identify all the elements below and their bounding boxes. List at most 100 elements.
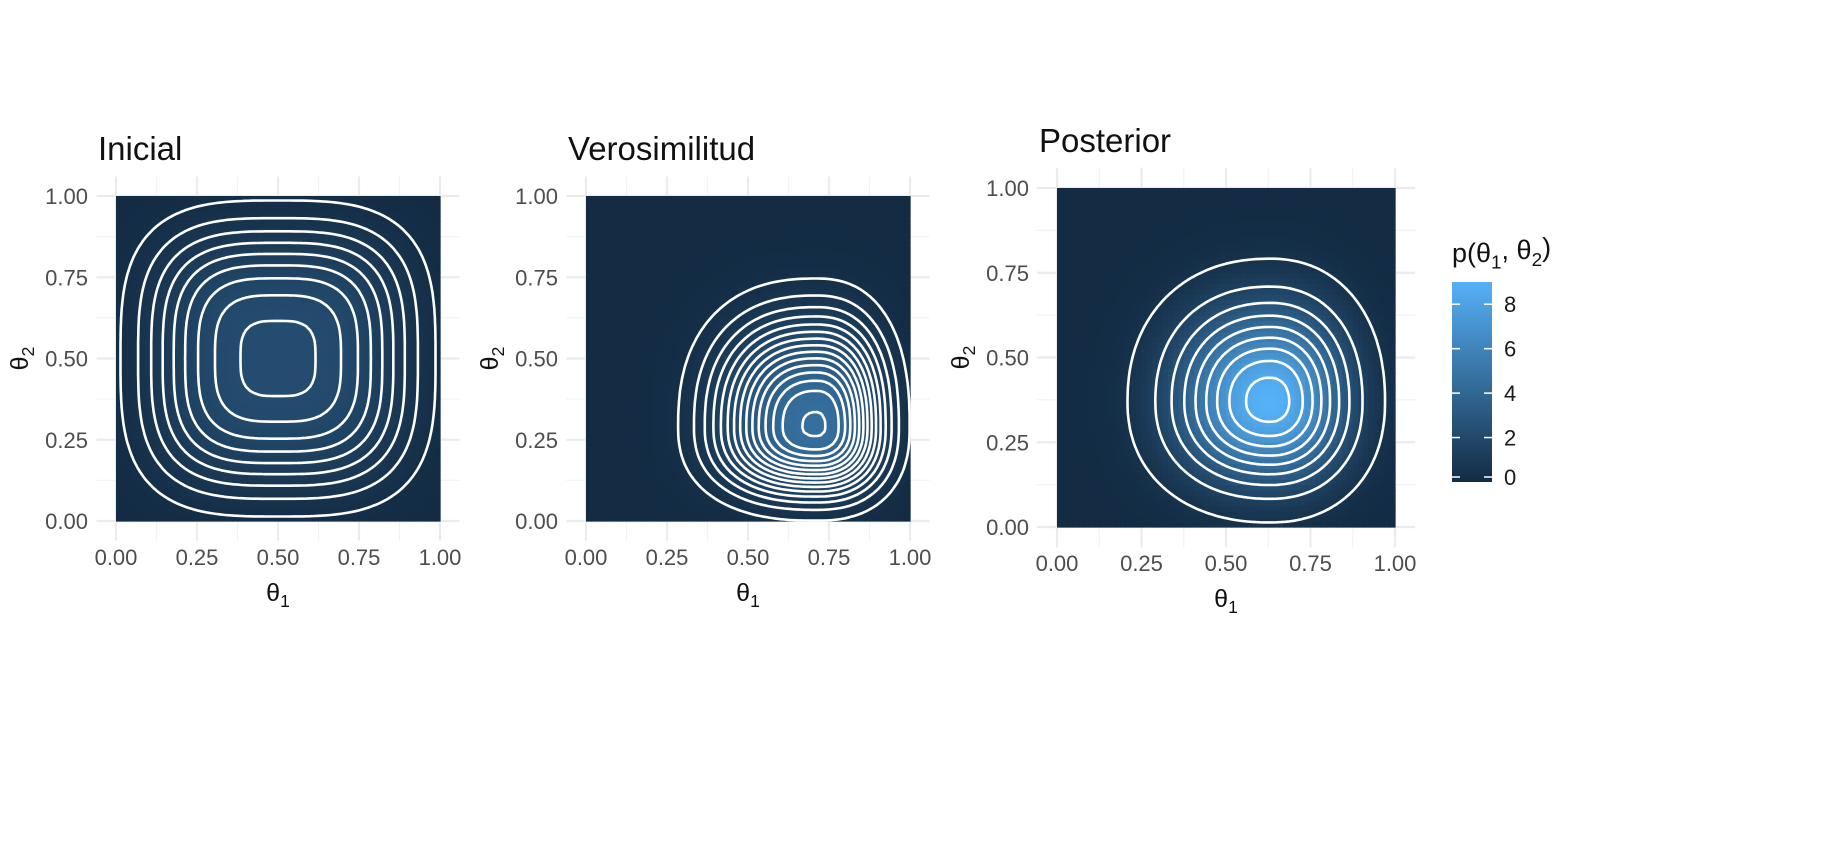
density-cell [176, 246, 183, 253]
density-cell [409, 196, 416, 202]
density-cell [136, 485, 142, 492]
density-cell [171, 292, 178, 299]
density-cell [222, 221, 228, 228]
density-cell [293, 322, 299, 329]
density-cell [161, 206, 168, 212]
density-cell [359, 236, 365, 243]
density-cell [212, 490, 218, 497]
density-cell [217, 383, 223, 390]
density-cell [424, 424, 431, 431]
density-cell [389, 409, 396, 415]
density-cell [667, 500, 673, 507]
density-cell [262, 312, 269, 319]
density-cell [333, 307, 340, 314]
density-cell [293, 475, 299, 481]
density-cell [116, 429, 122, 436]
density-cell [293, 287, 299, 294]
density-cell [328, 424, 335, 431]
density-cell [434, 465, 441, 471]
density-cell [222, 256, 228, 263]
density-cell [116, 236, 122, 243]
density-cell [161, 241, 168, 248]
density-cell [176, 322, 183, 329]
density-cell [429, 312, 436, 319]
density-cell [353, 262, 360, 268]
density-cell [328, 439, 335, 446]
density-cell [191, 434, 198, 441]
density-cell [288, 424, 294, 431]
density-cell [136, 470, 142, 476]
density-cell [227, 475, 234, 481]
density-cell [202, 272, 208, 278]
density-cell [434, 505, 441, 512]
density-cell [156, 414, 163, 421]
density-cell [904, 490, 911, 497]
density-cell [293, 302, 299, 309]
density-cell [889, 505, 896, 512]
density-cell [126, 399, 132, 405]
density-cell [364, 490, 370, 497]
density-cell [257, 221, 264, 228]
density-cell [176, 378, 183, 385]
density-cell [141, 490, 147, 497]
density-cell [338, 505, 345, 512]
density-cell [121, 317, 127, 324]
density-cell [616, 460, 623, 466]
density-cell [288, 475, 294, 481]
density-cell [293, 505, 299, 512]
density-cell [359, 226, 365, 233]
density-cell [661, 485, 668, 492]
density-cell [262, 475, 269, 481]
density-cell [207, 394, 213, 400]
density-cell [712, 515, 719, 522]
density-cell [374, 424, 380, 431]
density-cell [434, 246, 441, 253]
density-cell [288, 353, 294, 360]
density-cell [146, 515, 153, 522]
density-cell [272, 312, 279, 319]
density-cell [364, 465, 370, 471]
density-cell [288, 343, 294, 349]
density-cell [343, 475, 350, 481]
density-cell [242, 201, 249, 207]
density-cell [369, 414, 375, 421]
density-cell [333, 221, 340, 228]
density-cell [389, 236, 396, 243]
density-cell [389, 460, 396, 466]
density-cell [293, 414, 299, 421]
density-cell [232, 424, 239, 431]
density-cell [202, 368, 208, 375]
density-cell [748, 480, 754, 487]
density-cell [156, 211, 163, 217]
density-cell [161, 470, 168, 476]
density-cell [131, 485, 137, 492]
density-cell [424, 196, 431, 202]
density-cell [212, 211, 218, 217]
density-cell [146, 490, 153, 497]
density-cell [727, 454, 734, 461]
density-cell [283, 302, 289, 309]
density-cell [116, 201, 122, 207]
density-cell [591, 449, 597, 456]
density-cell [434, 297, 441, 304]
density-cell [197, 490, 203, 497]
density-cell [429, 236, 436, 243]
density-cell [247, 353, 254, 360]
density-cell [181, 475, 188, 481]
density-cell [181, 307, 188, 314]
density-cell [232, 383, 239, 390]
density-cell [161, 378, 168, 385]
density-cell [191, 241, 198, 248]
density-cell [323, 343, 330, 349]
density-cell [404, 287, 411, 294]
density-cell [131, 368, 137, 375]
density-cell [166, 383, 173, 390]
density-cell [272, 333, 279, 339]
density-cell [424, 251, 431, 258]
density-cell [126, 262, 132, 268]
density-cell [394, 292, 401, 299]
density-cell [126, 312, 132, 319]
density-cell [146, 201, 153, 207]
density-cell [186, 343, 193, 349]
density-cell [399, 348, 406, 355]
